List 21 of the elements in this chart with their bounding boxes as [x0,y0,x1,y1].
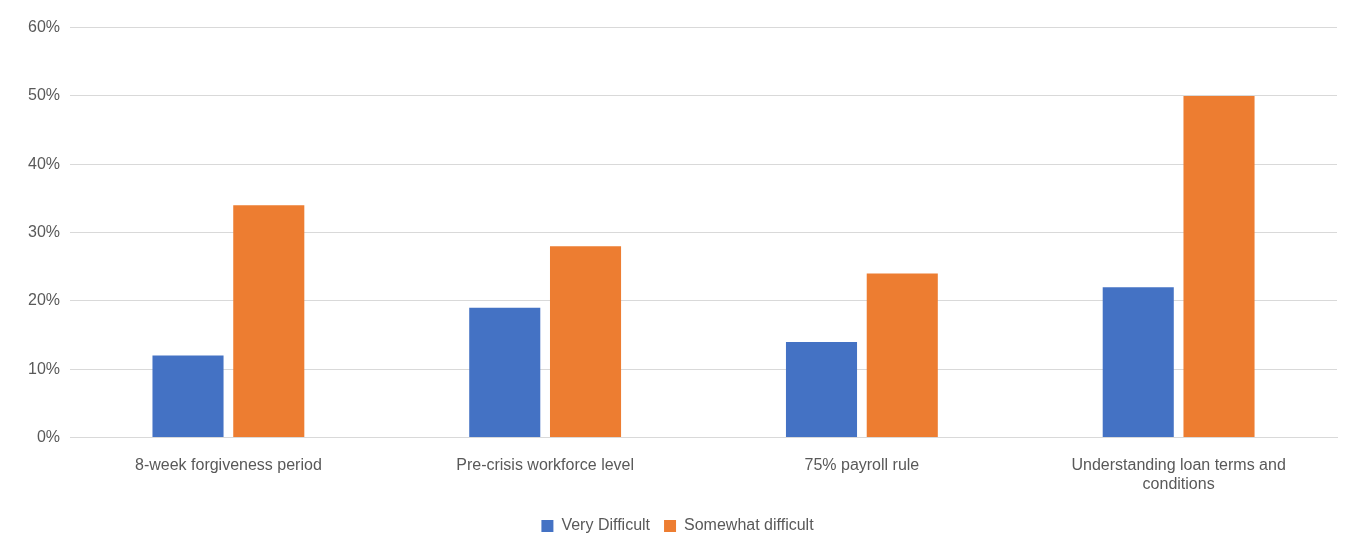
legend-label: Somewhat difficult [684,516,815,534]
y-tick-label: 30% [27,223,61,241]
y-tick-label: 40% [27,154,61,172]
bar [233,205,305,438]
bar [866,273,938,438]
legend-label: Very Difficult [561,516,651,534]
bar [152,355,224,438]
bar [785,341,858,438]
bar [549,246,622,438]
y-tick-label: 50% [27,86,61,104]
bar [1102,287,1174,438]
x-tick-label: 75% payroll rule [804,455,920,473]
x-tick-label: 8-week forgiveness period [135,455,322,473]
y-tick-label: 60% [27,18,61,36]
y-tick-label: 0% [36,428,61,446]
x-tick-label: Pre-crisis workforce level [456,455,635,473]
y-tick-label: 10% [27,359,61,377]
bar [469,307,541,438]
y-tick-label: 20% [27,291,61,309]
x-tick-label: Understanding loan terms and conditions [1071,455,1286,492]
bar [1183,95,1255,438]
